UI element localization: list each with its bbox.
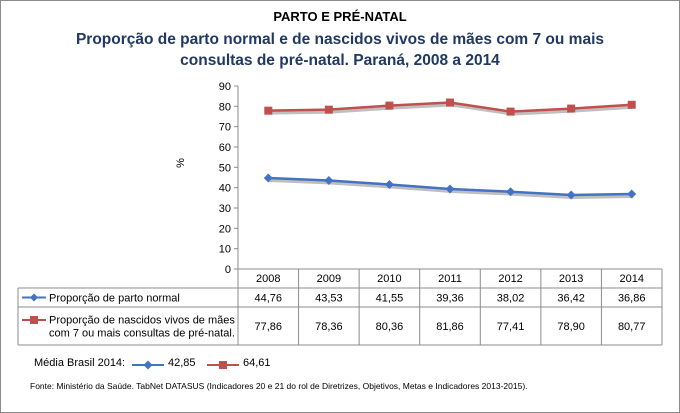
data-point-marker: [567, 104, 576, 113]
data-point-marker: [566, 190, 576, 200]
legend-label: Proporção de parto normal: [49, 293, 180, 305]
y-tick-label: 70: [219, 122, 231, 134]
data-table-value: 39,36: [436, 293, 464, 305]
data-point-marker: [627, 100, 636, 109]
data-table-value: 38,02: [497, 293, 525, 305]
brazil-average-series1-marker-icon: [132, 360, 164, 370]
data-table-value: 77,86: [255, 321, 283, 333]
legend-label: Proporção de nascidos vivos de mães: [49, 315, 235, 327]
x-tick-label: 2012: [498, 273, 522, 285]
source-note: Fonte: Ministério da Saúde. TabNet DATAS…: [30, 381, 528, 391]
chart-title-line-2: consultas de pré-natal. Paraná, 2008 a 2…: [180, 52, 500, 69]
legend-label: com 7 ou mais consultas de pré-natal.: [49, 328, 235, 340]
y-tick-label: 0: [225, 264, 231, 276]
y-tick-label: 20: [219, 223, 231, 235]
brazil-average-series2-value: 64,61: [243, 357, 271, 369]
y-tick-label: 10: [219, 244, 231, 256]
data-point-marker: [384, 180, 394, 190]
data-point-marker: [324, 105, 333, 114]
y-axis-label: %: [175, 158, 187, 168]
brazil-average-label: Média Brasil 2014:: [34, 357, 126, 369]
y-tick-label: 30: [219, 203, 231, 215]
y-tick-label: 50: [219, 162, 231, 174]
data-point-marker: [446, 98, 454, 107]
y-tick-label: 80: [219, 101, 231, 113]
x-tick-label: 2011: [438, 273, 462, 285]
chart-pretitle: PARTO E PRÉ-NATAL: [273, 9, 407, 24]
data-point-marker: [445, 184, 455, 194]
chart-title: Proporção de parto normal e de nascidos …: [60, 29, 620, 71]
x-tick-label: 2009: [317, 273, 341, 285]
data-point-marker: [385, 101, 394, 110]
data-table-value: 44,76: [255, 293, 283, 305]
data-table-value: 81,86: [436, 321, 464, 333]
data-point-marker: [324, 175, 334, 185]
data-table-value: 43,53: [315, 293, 343, 305]
data-table-value: 36,42: [557, 293, 585, 305]
y-tick-label: 90: [219, 81, 231, 93]
x-tick-label: 2008: [256, 273, 280, 285]
data-table-value: 80,77: [618, 321, 646, 333]
legend-marker-icon: [30, 316, 38, 324]
x-tick-label: 2014: [619, 273, 643, 285]
legend-marker-icon: [30, 293, 38, 302]
data-point-marker: [263, 173, 273, 183]
data-point-marker: [506, 107, 515, 116]
brazil-average-series1-value: 42,85: [168, 357, 196, 369]
x-tick-label: 2010: [377, 273, 401, 285]
brazil-average-series2-marker-icon: [207, 361, 239, 369]
data-table-value: 78,90: [557, 321, 585, 333]
data-table-value: 41,55: [376, 293, 404, 305]
data-table-value: 80,36: [376, 321, 404, 333]
data-table-value: 36,86: [618, 293, 646, 305]
x-tick-label: 2013: [559, 273, 583, 285]
chart-title-line-1: Proporção de parto normal e de nascidos …: [75, 31, 605, 48]
y-tick-label: 40: [219, 183, 231, 195]
data-table-value: 77,41: [497, 321, 525, 333]
data-point-marker: [627, 189, 637, 199]
data-table-value: 78,36: [315, 321, 343, 333]
y-tick-label: 60: [219, 142, 231, 154]
data-point-marker: [506, 187, 516, 197]
data-point-marker: [264, 106, 273, 115]
